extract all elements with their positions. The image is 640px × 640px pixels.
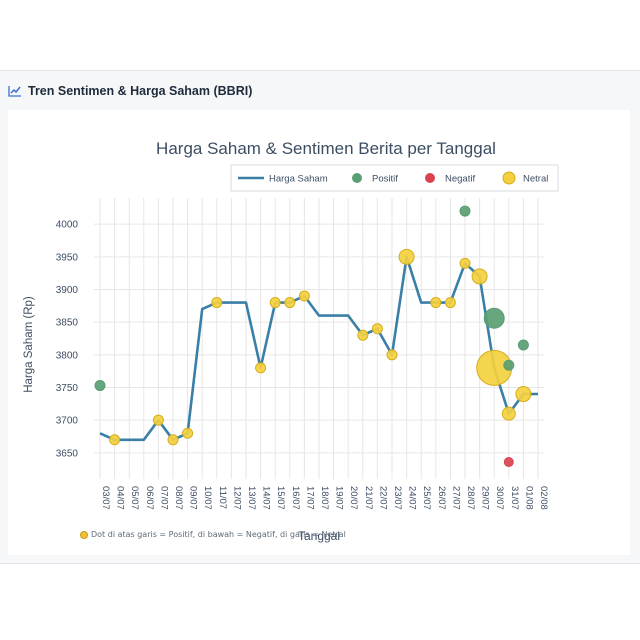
neutral-dot — [152, 414, 164, 426]
neutral-dot — [284, 297, 296, 309]
x-tick-label: 09/07 — [188, 486, 199, 510]
x-tick-label: 16/07 — [290, 486, 301, 510]
x-tick-label: 01/08 — [523, 486, 534, 510]
x-tick-label: 12/07 — [231, 486, 242, 510]
y-tick-label: 3850 — [56, 318, 79, 329]
legend-neutral-swatch — [502, 171, 516, 185]
x-tick-label: 13/07 — [246, 486, 257, 510]
y-axis-label: Harga Saham (Rp) — [23, 296, 35, 393]
chart-card: 3650 3700 3750 3800 3850 3900 3950 4000 03/07 04/… — [8, 110, 630, 555]
positive-dot — [459, 205, 471, 217]
legend-negative-swatch — [425, 173, 435, 183]
positive-dot — [483, 307, 505, 329]
footnote-text: Dot di atas garis = Positif, di bawah = … — [91, 530, 346, 539]
y-tick-label: 3900 — [56, 285, 79, 296]
neutral-dot — [430, 297, 442, 309]
x-tick-label: 06/07 — [144, 486, 155, 510]
x-tick-label: 31/07 — [509, 486, 520, 510]
x-tick-label: 03/07 — [100, 486, 111, 510]
x-tick-label: 19/07 — [334, 486, 345, 510]
x-tick-label: 22/07 — [377, 486, 388, 510]
chart-title: Harga Saham & Sentimen Berita per Tangga… — [156, 139, 496, 158]
y-tick-label: 3650 — [56, 448, 79, 459]
top-divider — [0, 70, 640, 71]
x-tick-label: 29/07 — [480, 486, 491, 510]
y-tick-label: 3800 — [56, 350, 79, 361]
neutral-dot — [357, 329, 369, 341]
y-tick-label: 3950 — [56, 252, 79, 263]
x-tick-label: 04/07 — [115, 486, 126, 510]
x-tick-label: 05/07 — [129, 486, 140, 510]
x-tick-label: 14/07 — [261, 486, 272, 510]
x-axis-label: Tanggal — [298, 529, 340, 543]
neutral-dot — [371, 323, 383, 335]
y-tick-label: 4000 — [56, 220, 79, 231]
x-tick-label: 25/07 — [421, 486, 432, 510]
x-tick-label: 24/07 — [407, 486, 418, 510]
x-tick-label: 10/07 — [202, 486, 213, 510]
section-header: Tren Sentimen & Harga Saham (BBRI) — [8, 82, 252, 100]
neutral-dot — [444, 297, 456, 309]
legend-label: Harga Saham — [269, 174, 328, 185]
neutral-dot — [501, 406, 516, 421]
neutral-dot — [255, 362, 267, 374]
neutral-dot — [109, 434, 121, 446]
neutral-dot — [182, 427, 194, 439]
x-tick-label: 11/07 — [217, 486, 228, 509]
neutral-dot — [398, 248, 415, 265]
y-tick-label: 3700 — [56, 416, 79, 427]
x-tick-label: 27/07 — [450, 486, 461, 510]
stock-sentiment-chart: 3650 3700 3750 3800 3850 3900 3950 4000 03/07 04/… — [23, 139, 559, 543]
lightbulb-icon — [80, 530, 88, 539]
neutral-dot — [269, 297, 281, 309]
neutral-dot — [298, 290, 310, 302]
neutral-dot — [515, 386, 532, 403]
section-title: Tren Sentimen & Harga Saham (BBRI) — [28, 84, 253, 98]
x-tick-label: 28/07 — [465, 486, 476, 510]
neutral-dot — [471, 268, 488, 285]
x-tick-label: 02/08 — [538, 486, 549, 510]
x-tick-label: 17/07 — [304, 486, 315, 510]
legend-positive-swatch — [352, 173, 362, 183]
legend-label: Positif — [372, 174, 398, 185]
chart-footnote: Dot di atas garis = Positif, di bawah = … — [80, 530, 346, 539]
x-tick-label: 15/07 — [275, 486, 286, 510]
x-tick-label: 26/07 — [436, 486, 447, 510]
neutral-dot — [386, 349, 398, 361]
bottom-divider — [0, 563, 640, 564]
neutral-dot — [211, 297, 223, 309]
positive-dot — [94, 380, 106, 392]
x-tick-label: 23/07 — [392, 486, 403, 510]
neutral-dot — [167, 434, 179, 446]
line-chart-icon — [8, 86, 21, 97]
legend-label: Netral — [523, 174, 548, 185]
positive-dot — [503, 359, 515, 371]
x-tick-label: 20/07 — [348, 486, 359, 510]
positive-dot — [517, 339, 529, 351]
neutral-dot — [459, 257, 471, 269]
x-tick-label: 18/07 — [319, 486, 330, 510]
x-tick-label: 30/07 — [494, 486, 505, 510]
x-tick-label: 08/07 — [173, 486, 184, 510]
negative-dot — [503, 457, 514, 468]
x-tick-label: 07/07 — [158, 486, 169, 510]
y-tick-label: 3750 — [56, 383, 79, 394]
legend-label: Negatif — [445, 174, 475, 185]
x-tick-label: 21/07 — [363, 486, 374, 510]
